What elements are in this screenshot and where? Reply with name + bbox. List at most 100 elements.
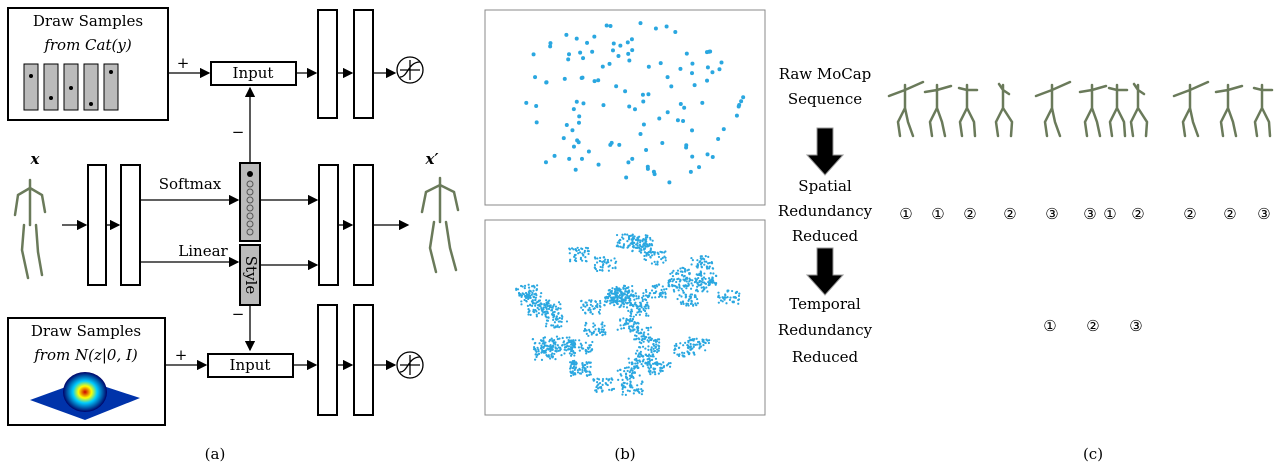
stick-figure	[1131, 84, 1147, 136]
scatter-dot	[524, 285, 526, 287]
scatter-dot	[616, 294, 618, 296]
scatter-dot	[645, 289, 647, 291]
scatter-dot	[603, 256, 605, 258]
scatter-dot	[653, 370, 655, 372]
scatter-dot	[689, 272, 691, 274]
scatter-dot	[675, 345, 677, 347]
scatter-dot	[535, 310, 537, 312]
scatter-dot	[626, 52, 630, 56]
scatter-dot	[614, 267, 616, 269]
scatter-dot	[568, 345, 570, 347]
scatter-dot	[685, 277, 687, 279]
scatter-dot	[643, 359, 645, 361]
scatter-dot	[734, 297, 736, 299]
scatter-dot	[658, 341, 660, 343]
scatter-dot	[690, 348, 692, 350]
scatter-dot	[624, 288, 626, 290]
scatter-dot	[636, 388, 638, 390]
stick-figure	[1254, 85, 1272, 136]
scatter-dot	[581, 56, 585, 60]
scatter-dot	[633, 316, 635, 318]
scatter-dot	[592, 322, 594, 324]
scatter-dot	[653, 292, 655, 294]
scatter-dot	[642, 308, 644, 310]
scatter-dot	[621, 379, 623, 381]
scatter-dot	[535, 293, 537, 295]
scatter-dot	[632, 246, 634, 248]
scatter-dot	[538, 300, 540, 302]
scatter-dot	[642, 245, 644, 247]
stick-figure	[959, 85, 977, 136]
scatter-dot	[570, 128, 574, 132]
scatter-dot	[660, 258, 662, 260]
scatter-dot	[569, 352, 571, 354]
scatter-dot	[657, 253, 659, 255]
scatter-dot	[691, 279, 693, 281]
scatter-dot	[584, 324, 586, 326]
scatter-dot	[590, 366, 592, 368]
scatter-dot	[535, 351, 537, 353]
scatter-dot	[637, 355, 639, 357]
cluster-id: ②	[963, 205, 976, 223]
scatter-dot	[641, 306, 643, 308]
scatter-dot	[725, 302, 727, 304]
scatter-dot	[578, 51, 582, 55]
scatter-dot	[647, 345, 649, 347]
scatter-dot	[638, 352, 640, 354]
scatter-dot	[663, 256, 665, 258]
scatter-dot	[634, 322, 636, 324]
scatter-dot	[630, 374, 632, 376]
scatter-dot	[572, 248, 574, 250]
scatter-dot	[636, 362, 638, 364]
scatter-dot	[694, 294, 696, 296]
scatter-dot	[541, 313, 543, 315]
scatter-dot	[568, 339, 570, 341]
scatter-dot	[580, 346, 582, 348]
scatter-dot	[549, 357, 551, 359]
scatter-dot	[545, 351, 547, 353]
scatter-dot	[545, 306, 547, 308]
cluster-id: ③	[1045, 205, 1058, 223]
scatter-dot	[631, 386, 633, 388]
cluster-id: ②	[1183, 205, 1196, 223]
scatter-dot	[582, 364, 584, 366]
scatter-dot	[632, 325, 634, 327]
scatter-dot	[610, 301, 612, 303]
scatter-dot	[581, 344, 583, 346]
scatter-dot	[642, 243, 644, 245]
scatter-dot	[699, 280, 701, 282]
scatter-dot	[591, 349, 593, 351]
scatter-dot	[623, 382, 625, 384]
scatter-dot	[663, 366, 665, 368]
scatter-dot	[654, 350, 656, 352]
caption: (a)	[205, 445, 226, 463]
scatter-dot	[567, 157, 571, 161]
scatter-dot	[702, 339, 704, 341]
scatter-dot	[650, 339, 652, 341]
scatter-dot	[699, 345, 701, 347]
cluster-id: ①	[1103, 205, 1116, 223]
scatter-dot	[652, 251, 654, 253]
scatter-dot	[711, 155, 715, 159]
pose-figure	[15, 180, 45, 278]
scatter-dot	[596, 270, 598, 272]
scatter-dot	[530, 314, 532, 316]
scatter-dot	[717, 292, 719, 294]
scatter-dot	[683, 303, 685, 305]
scatter-dot	[609, 294, 611, 296]
scatter-dot	[704, 349, 706, 351]
scatter-dot	[659, 292, 661, 294]
scatter-dot	[559, 347, 561, 349]
scatter-dot	[632, 305, 634, 307]
scatter-dot	[585, 342, 587, 344]
scatter-dot	[541, 351, 543, 353]
scatter-dot	[656, 340, 658, 342]
scatter-dot	[596, 78, 600, 82]
scatter-dot	[696, 338, 698, 340]
scatter-dot	[628, 362, 630, 364]
scatter-dot	[674, 348, 676, 350]
scatter-dot	[552, 319, 554, 321]
scatter-dot	[613, 304, 615, 306]
scatter-dot	[706, 265, 708, 267]
scatter-dot	[671, 285, 673, 287]
